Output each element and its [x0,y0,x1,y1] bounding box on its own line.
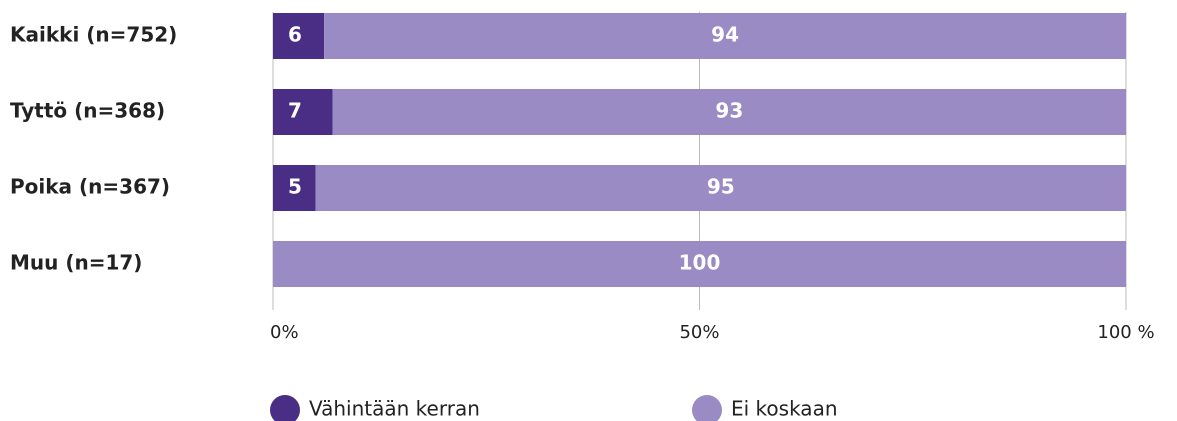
category-label: Kaikki (n=752) [10,23,177,47]
category-label: Poika (n=367) [10,175,170,199]
data-label: 93 [715,99,743,123]
bar-segment [315,165,1126,211]
data-label: 94 [711,23,739,47]
legend-swatch [270,395,300,421]
data-label: 100 [679,251,721,275]
bar-segment [273,89,333,135]
bar-segment [273,13,325,59]
bar-segment [324,13,1126,59]
x-tick-label: 50% [679,322,719,343]
legend-label: Vähintään kerran [309,397,480,421]
bar-segment [273,165,316,211]
legend-swatch [692,395,722,421]
data-label: 5 [288,175,302,199]
category-label: Muu (n=17) [10,251,142,275]
data-label: 95 [707,175,735,199]
data-label: 7 [288,99,302,123]
x-tick-label: 100 % [1097,322,1154,343]
data-label: 6 [288,23,302,47]
bar-segment [332,89,1127,135]
x-tick-label: 0% [270,322,299,343]
legend-label: Ei koskaan [731,397,838,421]
category-label: Tyttö (n=368) [10,99,165,123]
bar-segment [273,241,1126,287]
